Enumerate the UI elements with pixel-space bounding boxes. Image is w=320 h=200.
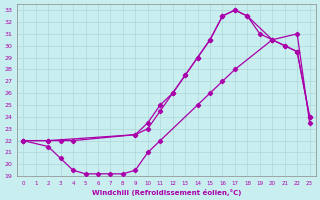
X-axis label: Windchill (Refroidissement éolien,°C): Windchill (Refroidissement éolien,°C)	[92, 189, 241, 196]
